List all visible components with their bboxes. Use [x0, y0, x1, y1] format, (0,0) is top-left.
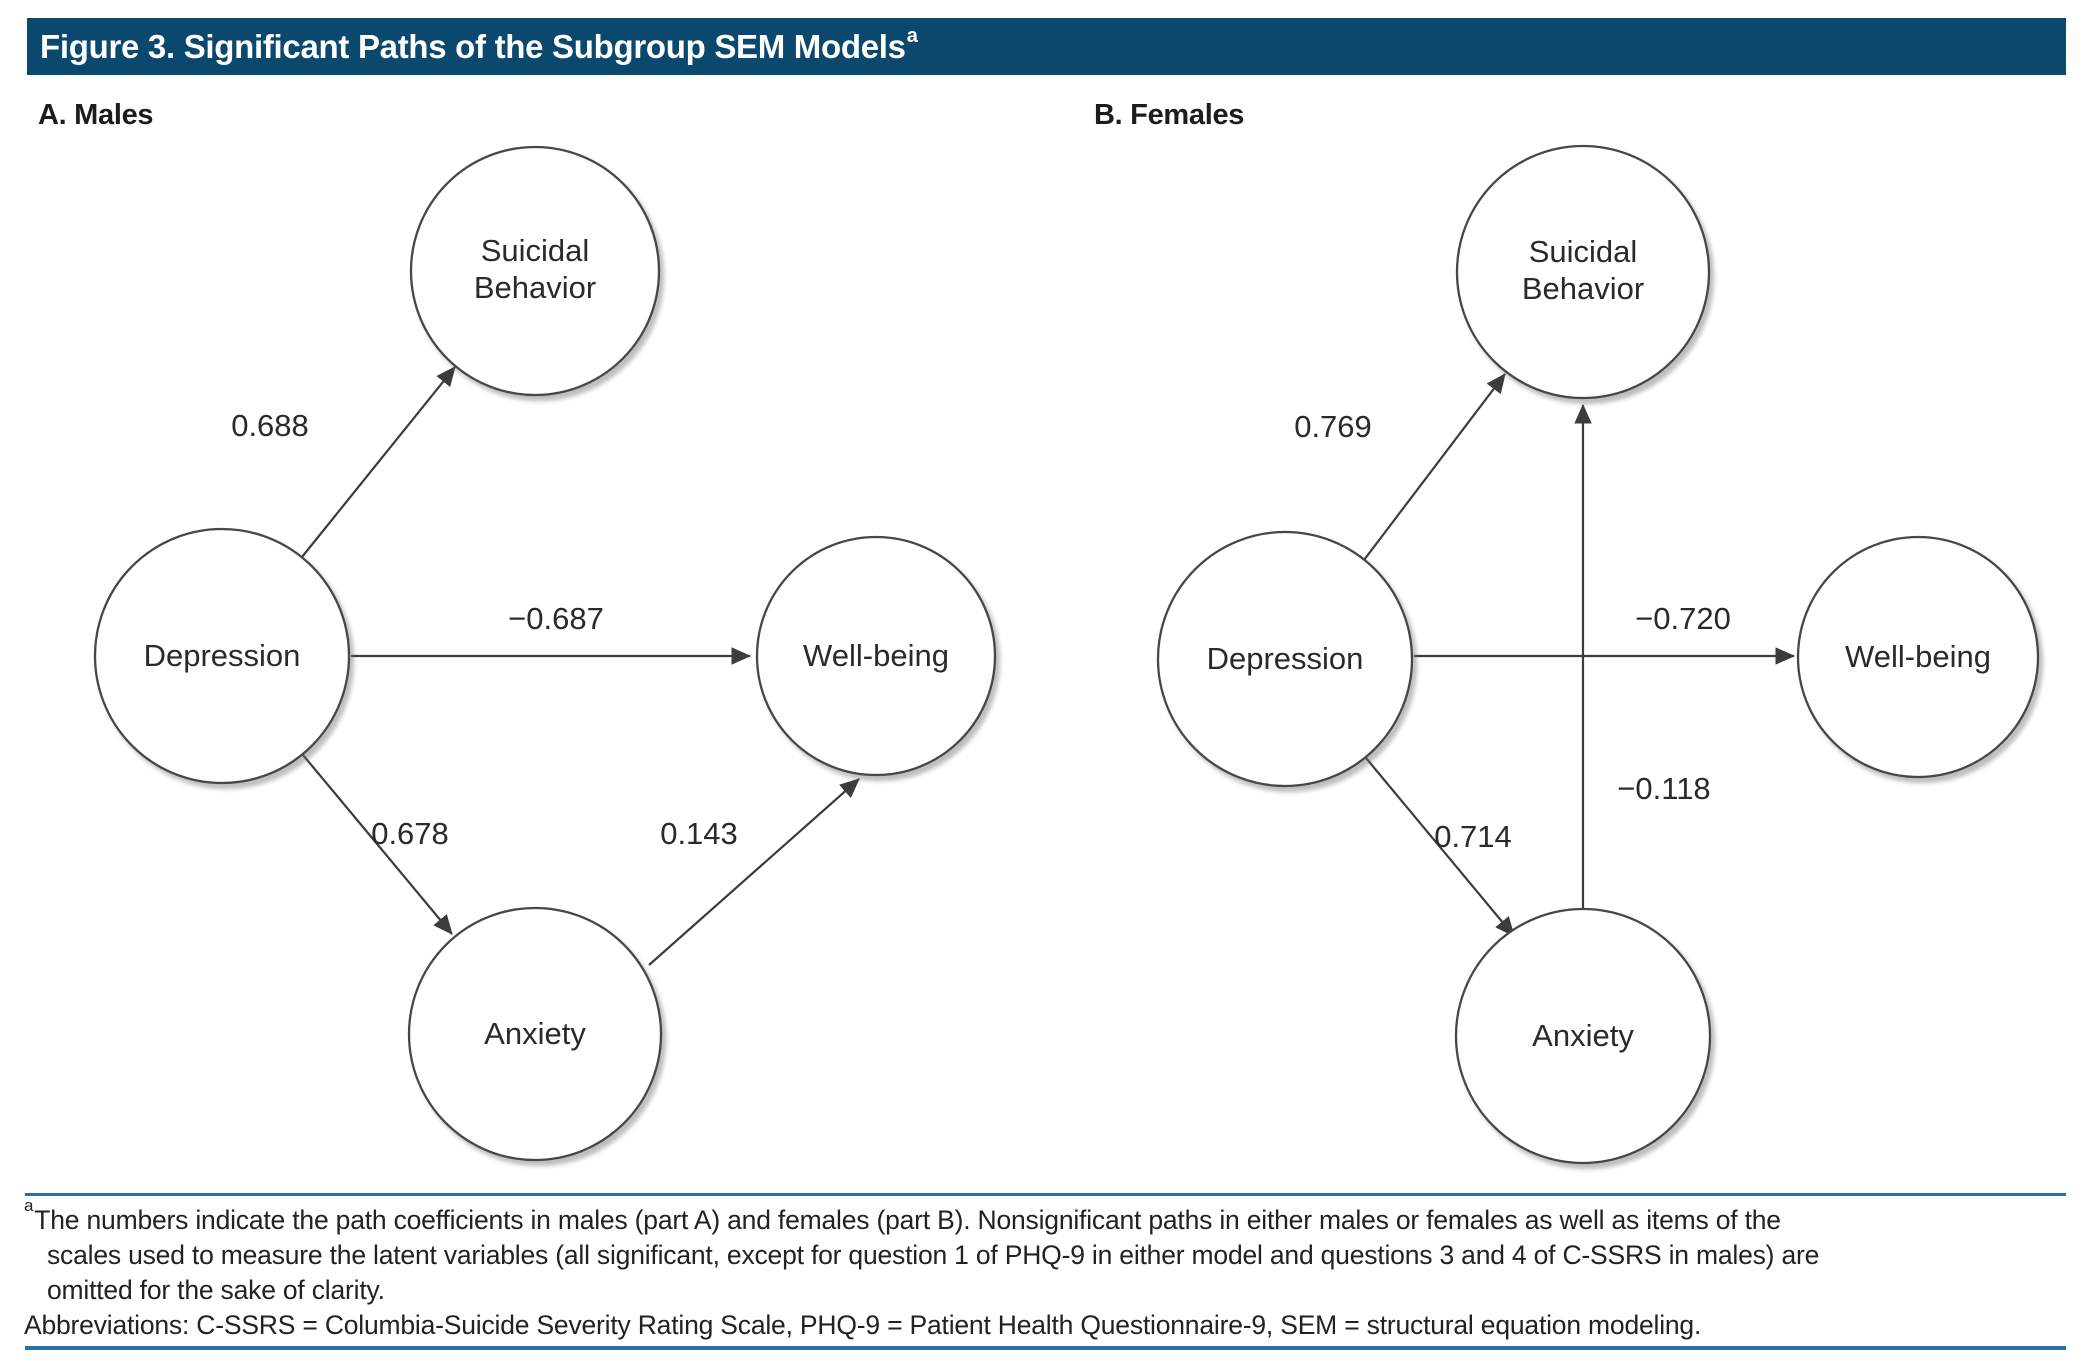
- figure-title: Figure 3. Significant Paths of the Subgr…: [40, 27, 906, 65]
- node-a-depression-label: Depression: [144, 638, 301, 673]
- node-a-anxiety: [407, 906, 663, 1162]
- path-a-depression-suicidal: [301, 366, 456, 558]
- path-b-depression-suicidal: [1363, 373, 1506, 561]
- coef-a-depression-wellbeing: −0.687: [508, 601, 604, 636]
- path-a-depression-anxiety: [302, 754, 453, 935]
- path-b-depression-anxiety: [1365, 757, 1515, 937]
- panel-a-label: A. Males: [38, 99, 154, 131]
- node-b-depression-label: Depression: [1207, 641, 1364, 676]
- figure-footnote: aThe numbers indicate the path coefficie…: [24, 1196, 2074, 1343]
- node-b-suicidal-behavior: [1455, 144, 1711, 400]
- node-b-suicidal-label-line2: Behavior: [1522, 271, 1644, 306]
- footnote-top-rule: [25, 1193, 2066, 1196]
- node-b-depression: [1156, 530, 1414, 788]
- figure-title-bar: Figure 3. Significant Paths of the Subgr…: [27, 18, 2066, 75]
- node-a-suicidal-label-line2: Behavior: [474, 270, 596, 305]
- coef-b-depression-wellbeing: −0.720: [1635, 601, 1731, 636]
- panel-a-diagram: Suicidal Behavior Depression Well-being …: [93, 145, 997, 1162]
- node-b-suicidal-label-line1: Suicidal: [1529, 234, 1638, 269]
- node-b-wellbeing-label: Well-being: [1845, 639, 1991, 674]
- coef-a-anxiety-wellbeing: 0.143: [660, 816, 738, 851]
- coef-a-depression-anxiety: 0.678: [371, 816, 449, 851]
- node-a-suicidal-behavior: [409, 145, 661, 397]
- path-a-anxiety-wellbeing: [648, 778, 860, 966]
- coef-b-depression-suicidal: 0.769: [1294, 409, 1372, 444]
- node-a-wellbeing: [755, 535, 997, 777]
- node-a-depression: [93, 527, 351, 785]
- panel-b-label: B. Females: [1094, 99, 1245, 131]
- node-b-anxiety-label: Anxiety: [1532, 1018, 1634, 1053]
- footnote-bottom-rule: [25, 1346, 2066, 1350]
- node-b-anxiety: [1454, 907, 1712, 1165]
- footnote-line-2: scales used to measure the latent variab…: [47, 1240, 1820, 1270]
- footnote-abbreviations: Abbreviations: C-SSRS = Columbia-Suicide…: [24, 1310, 1702, 1340]
- node-a-anxiety-label: Anxiety: [484, 1016, 586, 1051]
- panel-b-diagram: Suicidal Behavior Depression Well-being …: [1156, 144, 2040, 1165]
- footnote-line-1: aThe numbers indicate the path coefficie…: [24, 1196, 1781, 1235]
- coef-b-depression-anxiety: 0.714: [1434, 819, 1512, 854]
- node-a-suicidal-label-line1: Suicidal: [481, 233, 590, 268]
- node-a-wellbeing-label: Well-being: [803, 638, 949, 673]
- node-b-wellbeing: [1796, 535, 2040, 779]
- footnote-superscript: a: [24, 1196, 34, 1216]
- coef-a-depression-suicidal: 0.688: [231, 408, 309, 443]
- footnote-line-3: omitted for the sake of clarity.: [47, 1275, 385, 1305]
- coef-b-anxiety-suicidal: −0.118: [1617, 771, 1710, 806]
